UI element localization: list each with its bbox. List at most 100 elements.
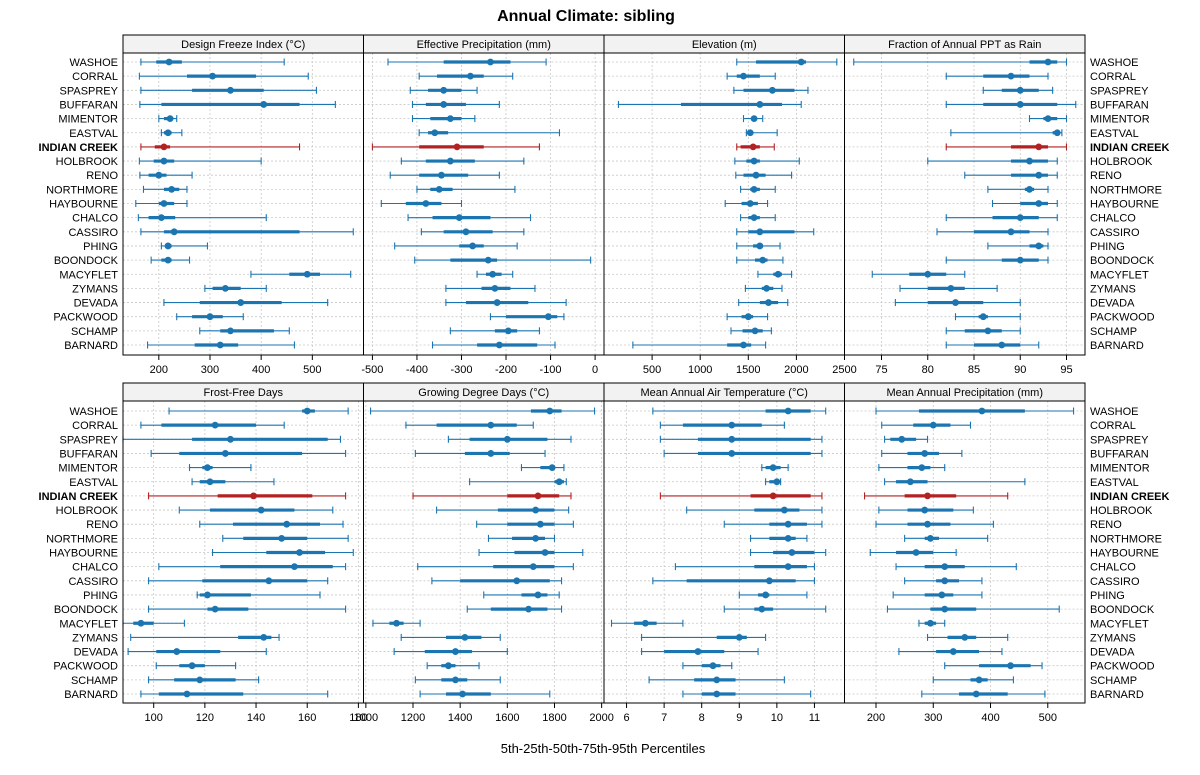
site-label-right: WASHOE (1090, 57, 1139, 69)
x-tick-label: 90 (1014, 364, 1026, 376)
x-tick-label: 500 (1039, 712, 1057, 724)
site-label-right: INDIAN CREEK (1090, 491, 1170, 503)
site-label-right: SPASPREY (1090, 85, 1149, 97)
median-point (1035, 143, 1043, 151)
site-label-right: EASTVAL (1090, 128, 1139, 140)
site-label-left: PHING (83, 590, 118, 602)
median-point (393, 619, 400, 627)
median-point (435, 185, 443, 193)
median-point (1016, 86, 1024, 94)
median-point (168, 185, 176, 193)
median-point (204, 464, 211, 471)
median-point (541, 549, 549, 556)
median-point (211, 605, 219, 613)
median-point (452, 676, 459, 684)
site-label-right: BUFFARAN (1090, 99, 1149, 111)
median-point (1026, 185, 1033, 193)
median-point (924, 270, 932, 278)
median-point (160, 143, 168, 151)
x-tick-label: 2500 (832, 364, 856, 376)
site-label-right: NORTHMORE (1090, 184, 1162, 196)
median-point (164, 256, 172, 264)
site-label-left: CHALCO (72, 213, 118, 225)
median-point (164, 129, 172, 137)
site-label-right: HAYBOURNE (1090, 548, 1159, 560)
site-label-left: HAYBOURNE (49, 548, 118, 560)
median-point (762, 591, 769, 599)
panel-frame (603, 52, 845, 356)
site-label-right: CASSIRO (1090, 227, 1140, 239)
x-tick-label: 1400 (448, 712, 472, 724)
panel-frame (844, 400, 1086, 704)
median-point (797, 58, 805, 66)
site-label-right: ZYMANS (1090, 283, 1136, 295)
site-label-left: RENO (86, 519, 118, 531)
site-label-left: CASSIRO (68, 227, 118, 239)
median-point (453, 143, 461, 151)
site-label-left: DEVADA (74, 647, 119, 659)
site-label-right: SPASPREY (1090, 434, 1149, 446)
median-point (1016, 256, 1024, 264)
site-label-right: CORRAL (1090, 420, 1136, 432)
site-label-right: MIMENTOR (1090, 463, 1150, 475)
median-point (493, 299, 501, 306)
site-label-left: CHALCO (72, 562, 118, 574)
median-point (750, 185, 758, 193)
site-label-right: PACKWOOD (1090, 312, 1155, 324)
median-point (525, 605, 532, 613)
median-point (769, 492, 777, 500)
median-point (713, 690, 721, 698)
median-point (422, 200, 430, 207)
median-point (206, 478, 214, 486)
panel-elevation-m: Elevation (m) 500 1000 1500 2000 2500 (603, 34, 857, 376)
median-point (257, 506, 265, 514)
median-point (455, 214, 463, 222)
median-point (160, 157, 168, 165)
site-label-right: BOONDOCK (1090, 255, 1155, 267)
x-tick-label: 6 (623, 712, 629, 724)
median-point (546, 407, 554, 415)
site-label-right: PHING (1090, 590, 1125, 602)
site-label-left: DEVADA (74, 298, 119, 310)
median-point (461, 634, 469, 641)
site-label-right: SCHAMP (1090, 326, 1137, 338)
site-label-right: BARNARD (1090, 340, 1144, 352)
median-point (694, 648, 702, 655)
site-label-right: NORTHMORE (1090, 533, 1162, 545)
x-tick-label: -500 (361, 364, 383, 376)
median-point (952, 299, 959, 306)
median-point (924, 520, 931, 528)
median-point (532, 506, 540, 514)
median-point (1007, 228, 1015, 236)
x-tick-label: 1000 (688, 364, 712, 376)
x-tick-label: 75 (875, 364, 887, 376)
site-label-right: PHING (1090, 241, 1125, 253)
median-point (303, 407, 311, 415)
x-tick-label: 300 (201, 364, 219, 376)
median-point (1026, 157, 1033, 165)
median-point (462, 228, 470, 236)
site-label-left: MACYFLET (59, 269, 118, 281)
median-point (998, 341, 1006, 349)
site-label-right: RENO (1090, 519, 1122, 531)
median-point (165, 58, 173, 66)
panel-mean-annual-precipitation-mm: Mean Annual Precipitation (mm) 200 300 400 5… (844, 382, 1086, 724)
x-tick-label: 11 (809, 712, 820, 724)
median-point (713, 676, 721, 684)
site-label-right: EASTVAL (1090, 477, 1139, 489)
x-tick-label: 1200 (401, 712, 425, 724)
median-point (759, 256, 767, 264)
site-label-left: EASTVAL (69, 477, 118, 489)
median-point (947, 285, 955, 292)
site-label-left: WASHOE (70, 57, 119, 69)
panel-design-freeze-index-c: Design Freeze Index (°C) 200 300 400 500 (122, 34, 364, 376)
site-label-left: PACKWOOD (53, 312, 118, 324)
median-point (938, 591, 946, 599)
x-tick-label: 200 (150, 364, 168, 376)
median-point (784, 407, 792, 415)
median-point (1007, 72, 1015, 80)
median-point (452, 648, 459, 655)
site-label-right: WASHOE (1090, 406, 1139, 418)
median-point (941, 563, 949, 571)
